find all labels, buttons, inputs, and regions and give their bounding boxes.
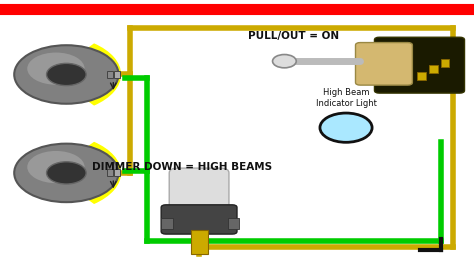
Bar — [107, 169, 113, 176]
Wedge shape — [51, 43, 121, 106]
Text: DIMMER DOWN = HIGH BEAMS: DIMMER DOWN = HIGH BEAMS — [92, 162, 273, 172]
Circle shape — [14, 45, 118, 104]
Circle shape — [320, 113, 372, 142]
Circle shape — [27, 53, 84, 85]
Circle shape — [14, 144, 118, 202]
Bar — [114, 71, 120, 78]
Bar — [191, 230, 208, 254]
Bar — [417, 72, 426, 80]
FancyBboxPatch shape — [161, 205, 237, 234]
Bar — [228, 218, 239, 229]
Circle shape — [46, 63, 86, 86]
FancyBboxPatch shape — [356, 43, 412, 85]
Circle shape — [27, 151, 84, 183]
Wedge shape — [51, 142, 121, 204]
Bar — [107, 71, 113, 78]
Circle shape — [46, 162, 86, 184]
Bar — [161, 218, 173, 229]
Text: High Beam
Indicator Light: High Beam Indicator Light — [316, 88, 376, 108]
Bar — [441, 59, 449, 66]
Bar — [114, 169, 120, 176]
Text: PULL/OUT = ON: PULL/OUT = ON — [248, 31, 339, 41]
FancyBboxPatch shape — [169, 168, 229, 215]
Circle shape — [273, 55, 296, 68]
Bar — [429, 65, 438, 73]
FancyBboxPatch shape — [374, 37, 465, 93]
